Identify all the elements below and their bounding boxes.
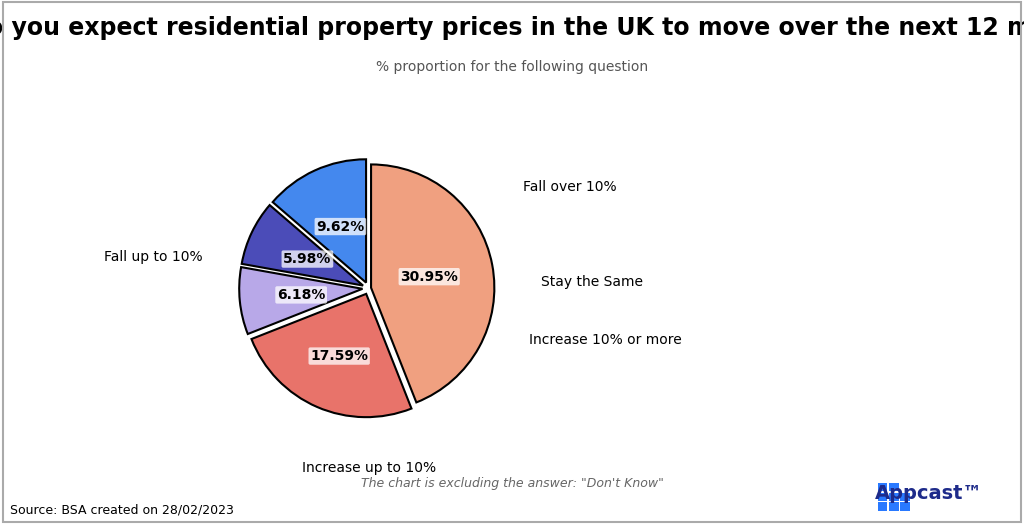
Text: % proportion for the following question: % proportion for the following question xyxy=(376,60,648,74)
Text: The chart is excluding the answer: "Don't Know": The chart is excluding the answer: "Don'… xyxy=(360,477,664,490)
Wedge shape xyxy=(242,205,364,286)
Wedge shape xyxy=(252,294,412,417)
Text: Stay the Same: Stay the Same xyxy=(542,275,643,289)
Text: Source: BSA created on 28/02/2023: Source: BSA created on 28/02/2023 xyxy=(10,503,234,516)
Bar xyxy=(878,503,887,511)
Bar xyxy=(889,493,899,501)
Text: 9.62%: 9.62% xyxy=(316,220,365,234)
Text: Fall over 10%: Fall over 10% xyxy=(523,180,616,194)
Text: 17.59%: 17.59% xyxy=(310,349,369,363)
Text: Fall up to 10%: Fall up to 10% xyxy=(103,250,202,265)
Text: 30.95%: 30.95% xyxy=(400,270,458,283)
Wedge shape xyxy=(272,159,366,282)
Text: Increase up to 10%: Increase up to 10% xyxy=(302,461,435,475)
Bar xyxy=(889,503,899,511)
Text: Increase 10% or more: Increase 10% or more xyxy=(529,333,682,347)
Wedge shape xyxy=(371,165,495,402)
Text: How do you expect residential property prices in the UK to move over the next 12: How do you expect residential property p… xyxy=(0,16,1024,40)
Bar xyxy=(878,483,887,491)
Bar xyxy=(889,483,899,491)
Text: 6.18%: 6.18% xyxy=(276,288,326,302)
Wedge shape xyxy=(240,267,362,334)
Text: 5.98%: 5.98% xyxy=(284,252,332,266)
Text: Appcast™: Appcast™ xyxy=(876,484,983,503)
Bar xyxy=(900,503,910,511)
Bar xyxy=(878,493,887,501)
Bar xyxy=(900,493,910,501)
